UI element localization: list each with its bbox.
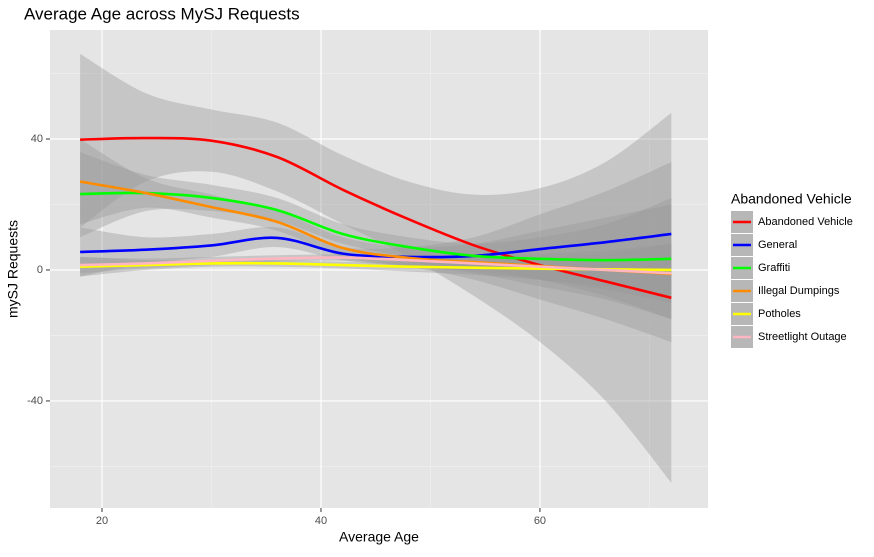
confidence-band (80, 139, 672, 343)
legend-label: Abandoned Vehicle (758, 216, 853, 228)
y-tick-label: -40 (27, 395, 43, 407)
legend-label: Potholes (758, 308, 801, 320)
x-tick-label: 40 (315, 515, 327, 527)
series-line (80, 136, 672, 300)
confidence-band (80, 152, 672, 320)
legend-label: Streetlight Outage (758, 331, 847, 343)
legend-title: Abandoned Vehicle (731, 191, 852, 207)
legend-label: Illegal Dumpings (758, 285, 840, 297)
y-tick-label: 40 (31, 133, 43, 145)
y-tick-label: 0 (37, 264, 43, 276)
series-line (80, 232, 672, 259)
legend-label: General (758, 239, 797, 251)
series-line (80, 256, 672, 275)
series-line (80, 191, 672, 262)
chart-title: Average Age across MySJ Requests (24, 4, 300, 23)
y-axis-label: mySJ Requests (5, 220, 21, 318)
x-axis-label: Average Age (339, 529, 419, 545)
confidence-band (80, 161, 672, 320)
x-tick-label: 20 (96, 515, 108, 527)
legend-label: Graffiti (758, 262, 790, 274)
confidence-band (80, 53, 672, 483)
x-tick-label: 60 (534, 515, 546, 527)
